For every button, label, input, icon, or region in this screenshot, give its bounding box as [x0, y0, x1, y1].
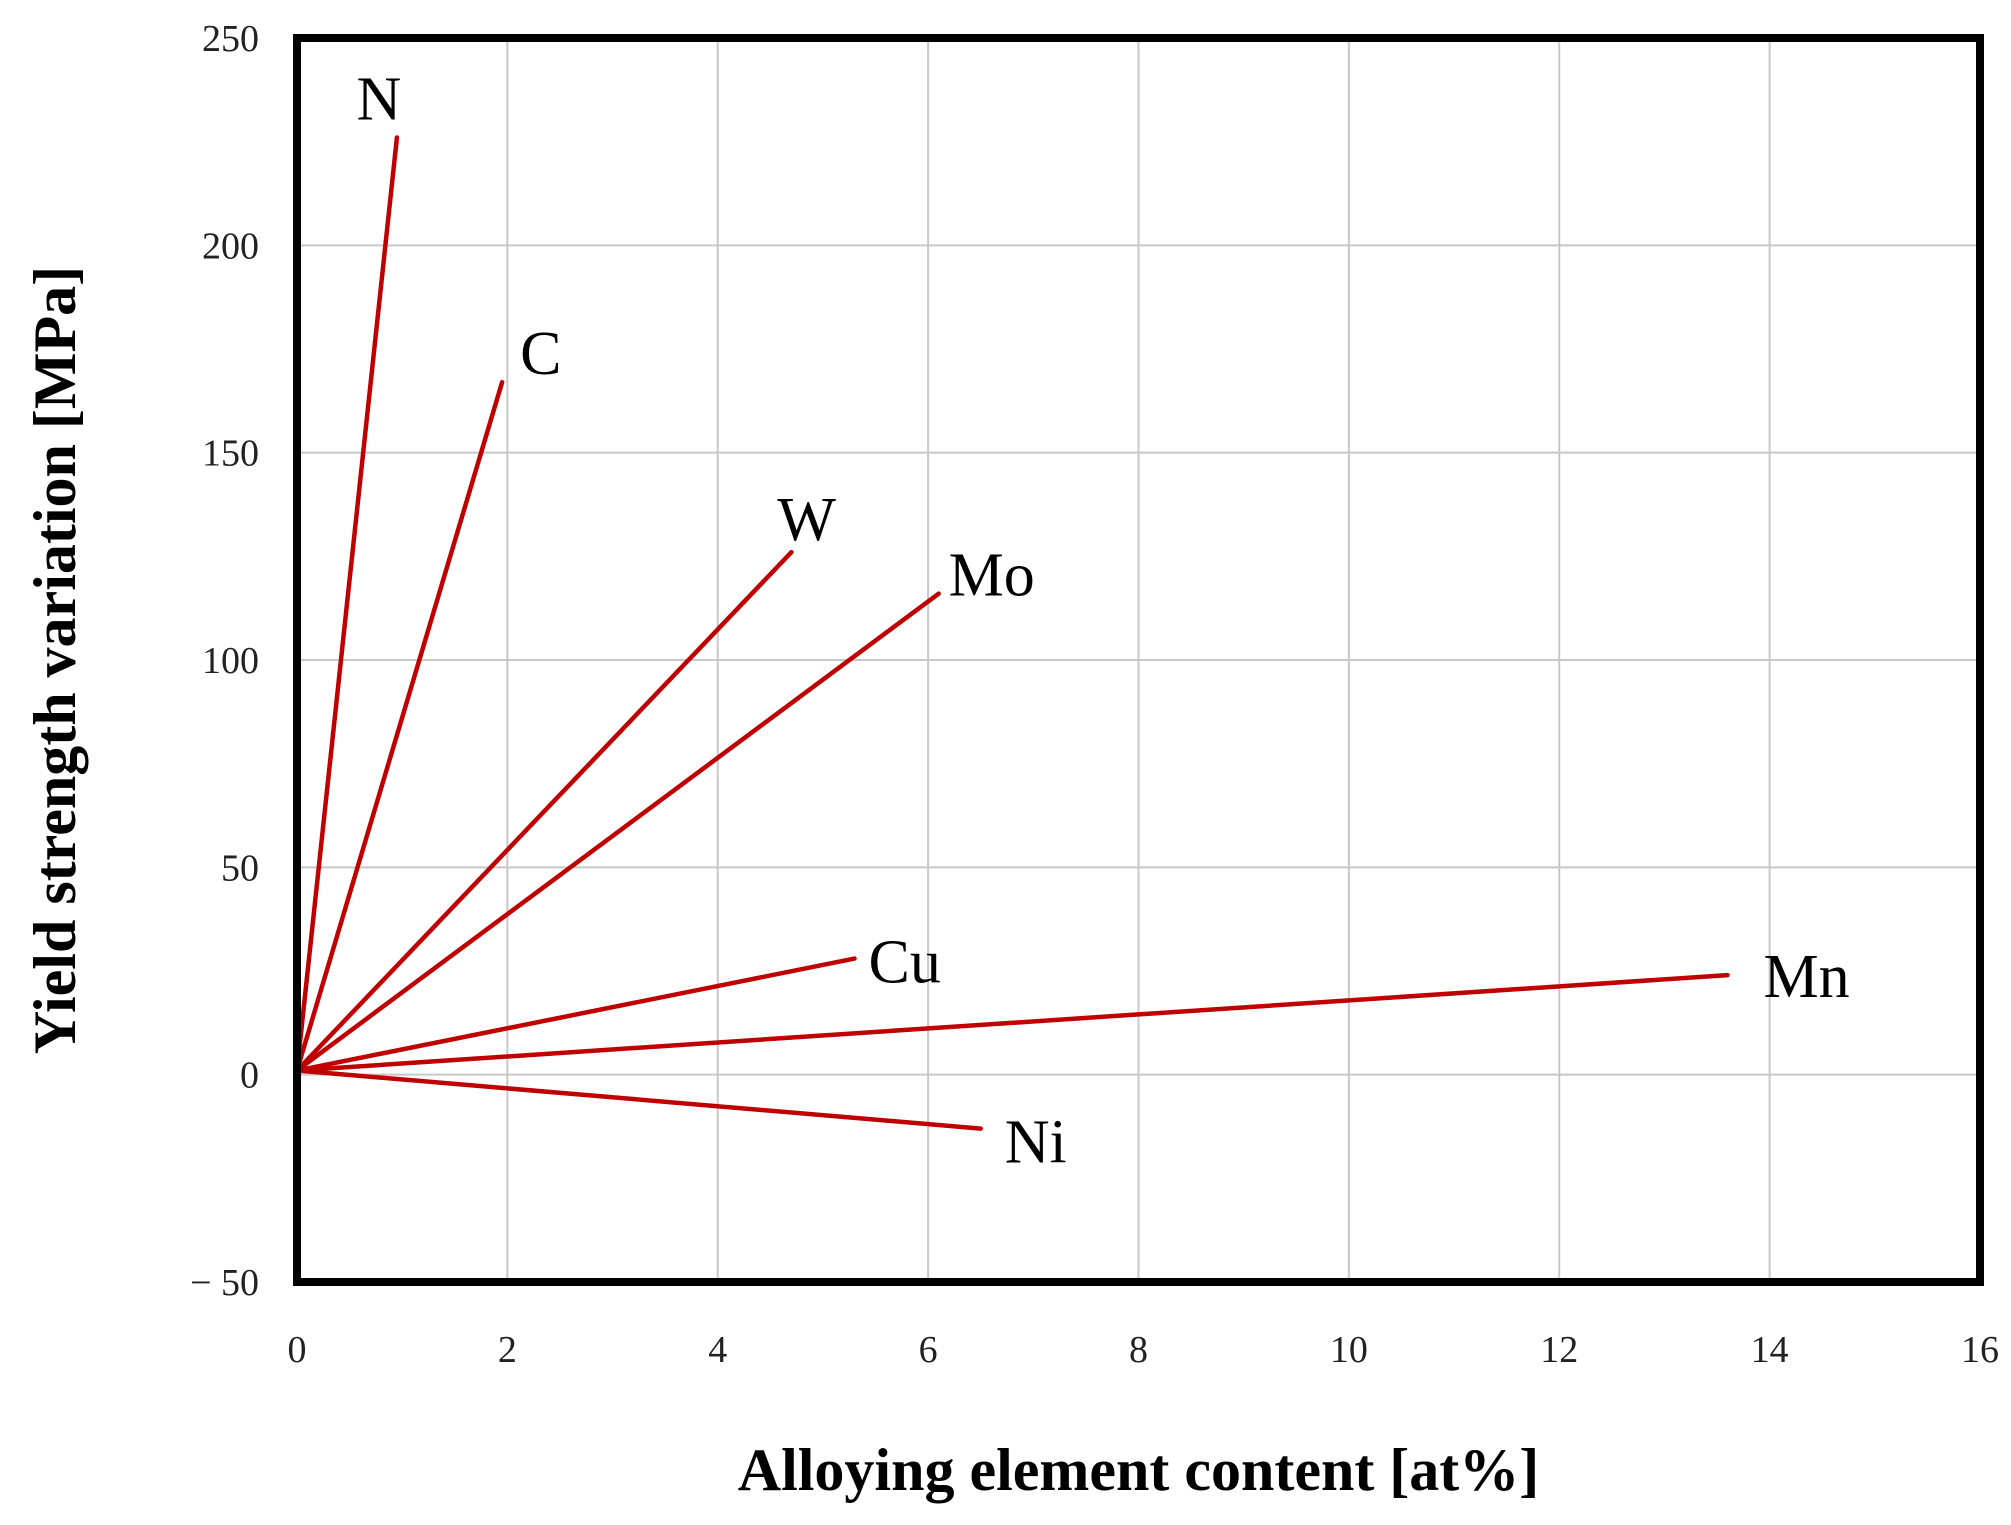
- x-tick-label: 16: [1961, 1329, 1999, 1371]
- y-tick-label: 250: [202, 18, 259, 60]
- series-line-c: [294, 379, 505, 1073]
- y-axis-title: Yield strength variation [MPa]: [22, 266, 88, 1054]
- series-labels: N C W Mo Cu Mn Ni: [357, 66, 1850, 1177]
- series-line-w: [294, 549, 794, 1073]
- series-label-mn: Mn: [1764, 943, 1850, 1011]
- series-label-c: C: [520, 320, 561, 388]
- series-label-ni: Ni: [1005, 1109, 1067, 1177]
- x-tick-label: 4: [708, 1329, 727, 1371]
- series-label-w: W: [777, 486, 836, 554]
- gridlines: [297, 38, 1980, 1282]
- x-tick-label: 14: [1751, 1329, 1789, 1371]
- x-tick-label: 12: [1540, 1329, 1578, 1371]
- series-line-ni: [294, 1068, 983, 1131]
- x-tick-label: 10: [1330, 1329, 1368, 1371]
- x-tick-label: 6: [919, 1329, 938, 1371]
- y-tick-label: 100: [202, 640, 259, 682]
- tick-labels: 0 2 4 6 8 10 12 14 16 − 50 0 50 100 150 200 250: [190, 18, 1999, 1371]
- x-tick-label: 2: [498, 1329, 517, 1371]
- y-tick-label: 150: [202, 433, 259, 475]
- y-tick-label: 0: [240, 1055, 259, 1097]
- x-tick-label: 8: [1129, 1329, 1148, 1371]
- x-tick-label: 0: [288, 1329, 307, 1371]
- series-line-mn: [294, 972, 1730, 1073]
- series-label-n: N: [357, 66, 402, 134]
- plot-frame: [293, 34, 1984, 1286]
- x-axis-title: Alloying element content [at%]: [738, 1437, 1540, 1503]
- series-lines: [294, 135, 1730, 1131]
- series-line-mo: [294, 591, 941, 1073]
- series-label-mo: Mo: [949, 542, 1035, 610]
- y-tick-label: − 50: [190, 1262, 259, 1304]
- y-tick-label: 50: [221, 847, 259, 889]
- series-label-cu: Cu: [868, 929, 940, 997]
- y-tick-label: 200: [202, 225, 259, 267]
- series-line-cu: [294, 956, 857, 1073]
- series-line-n: [294, 135, 400, 1073]
